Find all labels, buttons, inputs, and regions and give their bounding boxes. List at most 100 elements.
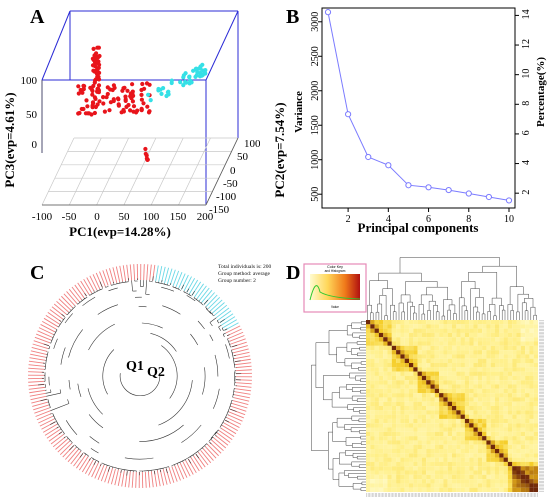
- c-leaf-q1: [28, 386, 45, 390]
- d-cell: [520, 345, 526, 351]
- d-cell: [383, 436, 388, 441]
- d-cell: [366, 457, 371, 462]
- d-cell: [383, 461, 388, 467]
- d-cell: [409, 354, 414, 359]
- d-cell: [529, 457, 534, 462]
- b-overlay-label: PC2(evp=7.54%): [272, 102, 287, 197]
- d-cell: [486, 393, 491, 398]
- d-cell: [370, 440, 375, 445]
- c-leaf-q2: [215, 307, 230, 319]
- d-left-dendrogram-branch: [315, 342, 329, 388]
- d-cell: [533, 414, 539, 419]
- d-left-dendrogram-branch: [357, 352, 366, 357]
- d-cell: [477, 384, 483, 389]
- d-cell: [374, 427, 379, 432]
- c-leaf-q2: [166, 268, 173, 285]
- d-cell: [482, 324, 487, 329]
- d-cell: [469, 410, 474, 415]
- d-cell: [366, 470, 371, 475]
- d-cell: [452, 358, 457, 364]
- d-cell: [430, 401, 435, 407]
- a-point-q1: [143, 151, 148, 156]
- d-cell: [486, 457, 491, 462]
- d-cell: [426, 427, 431, 432]
- d-cell: [469, 345, 474, 351]
- d-cell: [374, 354, 379, 359]
- d-cell: [374, 414, 379, 419]
- d-cell: [464, 345, 470, 351]
- d-cell: [387, 363, 392, 368]
- d-left-dendrogram-branch: [328, 431, 333, 470]
- a-point-q1: [131, 104, 137, 109]
- d-cell: [533, 328, 539, 333]
- d-cell: [529, 332, 534, 338]
- d-cell: [378, 470, 384, 475]
- d-cell: [499, 440, 504, 445]
- d-cell: [413, 431, 418, 437]
- d-cell: [529, 474, 534, 480]
- c-leaf-q1: [76, 454, 86, 469]
- c-leaf-q1: [129, 264, 133, 281]
- d-cell: [413, 457, 418, 462]
- d-cell: [439, 363, 444, 368]
- a-point-q1: [119, 110, 124, 115]
- d-cell: [378, 440, 384, 445]
- d-cell: [417, 466, 422, 471]
- d-cell: [430, 406, 435, 411]
- d-cell: [430, 423, 435, 428]
- d-cell: [533, 444, 539, 450]
- d-cell: [430, 466, 435, 471]
- d-cell: [486, 431, 491, 437]
- c-leaf-q1: [44, 426, 59, 436]
- d-top-dendrogram-branch: [453, 313, 457, 320]
- c-leaf-q1: [71, 286, 83, 301]
- d-cell: [482, 341, 487, 346]
- d-cell: [443, 418, 448, 424]
- d-cell: [456, 440, 461, 445]
- d-cell: [482, 380, 487, 385]
- d-cell: [409, 474, 414, 480]
- d-cell: [482, 397, 487, 402]
- d-cell: [516, 345, 521, 351]
- d-cell: [396, 401, 401, 407]
- d-cell: [421, 410, 427, 415]
- d-cell: [516, 431, 521, 437]
- d-cell: [482, 410, 487, 415]
- d-cell: [396, 320, 401, 325]
- d-cell: [447, 406, 453, 411]
- d-cell: [426, 328, 431, 333]
- d-cell: [430, 461, 435, 467]
- panel-letter-c: C: [30, 262, 45, 284]
- b-ytick-label: 1000: [310, 150, 321, 170]
- d-cell: [366, 384, 371, 389]
- c-leaf-q1: [68, 288, 80, 302]
- d-cell: [378, 363, 384, 368]
- a-xtick-2: 0: [94, 211, 100, 223]
- d-cell: [533, 337, 539, 342]
- d-cell: [495, 320, 500, 325]
- c-leaf-q1: [171, 466, 178, 482]
- d-cell: [512, 384, 517, 389]
- d-cell: [486, 410, 491, 415]
- d-cell: [370, 345, 375, 351]
- d-cell: [460, 375, 465, 381]
- d-cell: [430, 418, 435, 424]
- d-cell: [404, 332, 410, 338]
- d-top-dendrogram-branch: [433, 305, 438, 320]
- d-cell: [516, 375, 521, 381]
- d-cell: [391, 470, 397, 475]
- d-cell: [417, 461, 422, 467]
- a-point-q2: [148, 98, 153, 103]
- d-cell: [417, 367, 422, 372]
- d-cell: [486, 350, 491, 355]
- d-cell: [477, 479, 483, 484]
- c-leaf-q1: [217, 432, 231, 443]
- d-top-dendrogram-branch: [421, 313, 426, 320]
- d-left-dendrogram-branch: [351, 322, 362, 329]
- d-cell: [525, 320, 530, 325]
- d-cell: [447, 397, 453, 402]
- d-cell: [464, 380, 470, 385]
- d-cell: [421, 418, 427, 424]
- d-cell: [490, 474, 496, 480]
- c-leaf-q1: [30, 350, 47, 355]
